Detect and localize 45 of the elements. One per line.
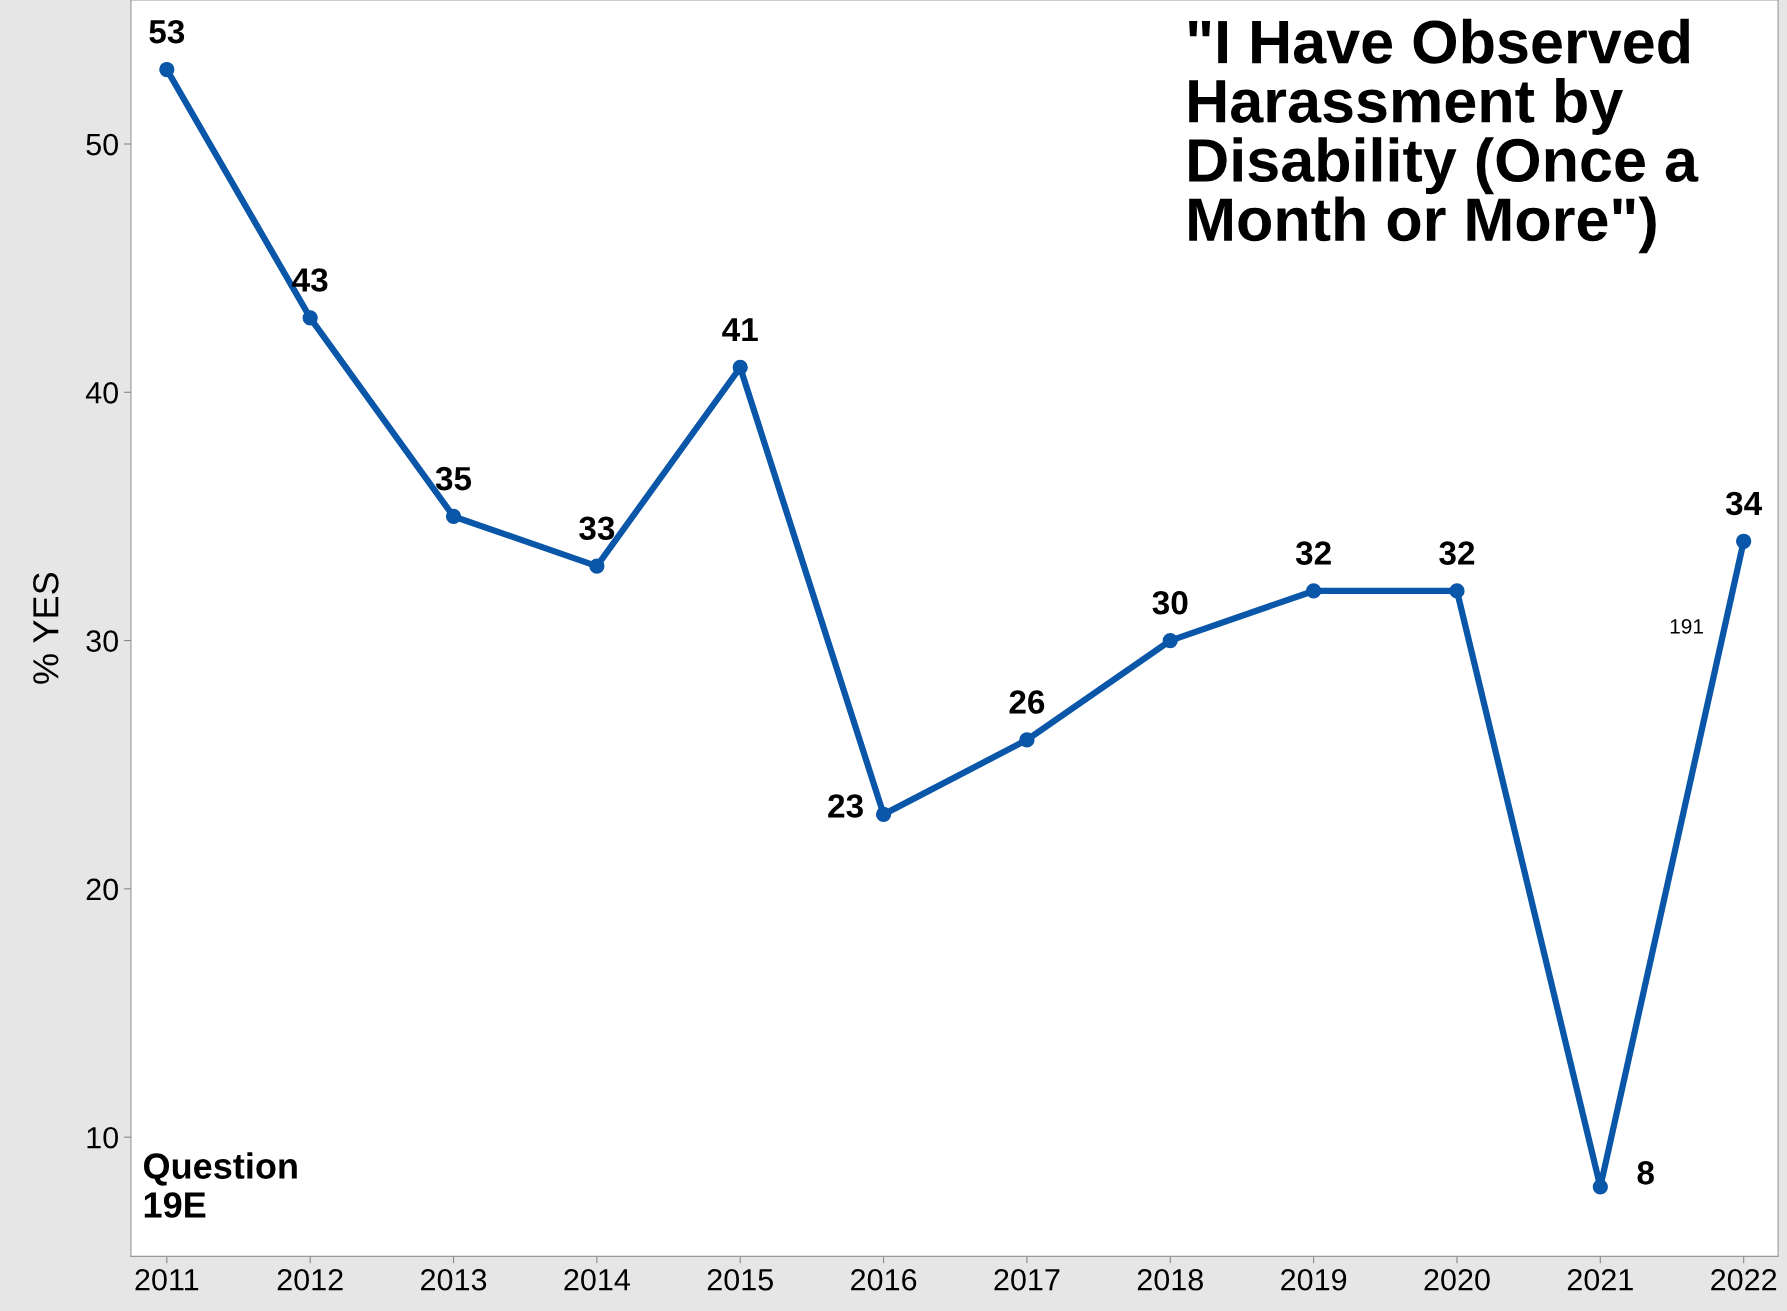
y-tick-label: 50 xyxy=(86,133,118,156)
annotation: Question 19E xyxy=(144,1152,297,1218)
data-label: 23 xyxy=(828,794,863,818)
x-tick-label: 2017 xyxy=(994,1268,1060,1291)
annotation: 191 xyxy=(1670,619,1703,634)
data-label: 35 xyxy=(435,466,472,491)
data-label: 26 xyxy=(1009,690,1045,714)
point xyxy=(732,359,748,376)
point xyxy=(1449,583,1465,599)
data-label: 32 xyxy=(1295,541,1331,565)
x-tick-label: 2021 xyxy=(1567,1268,1633,1291)
x-tick-label: 2014 xyxy=(564,1268,630,1291)
x-tick-label: 2018 xyxy=(1137,1268,1203,1291)
x-tick-label: 2019 xyxy=(1281,1268,1347,1291)
y-tick-label: 20 xyxy=(86,878,118,901)
y-tick-label: 10 xyxy=(87,1126,118,1149)
data-label: 8 xyxy=(1637,1161,1654,1185)
point xyxy=(1305,583,1322,599)
point xyxy=(1592,1179,1608,1195)
x-tick-label: 2013 xyxy=(421,1268,487,1291)
data-label: 32 xyxy=(1439,541,1475,565)
data-label: 33 xyxy=(579,516,615,541)
point xyxy=(1162,632,1178,649)
x-tick-label: 2022 xyxy=(1711,1268,1777,1291)
data-label: 30 xyxy=(1152,590,1188,615)
point xyxy=(875,806,892,823)
point xyxy=(159,61,175,78)
x-tick-label: 2016 xyxy=(851,1268,917,1291)
data-label: 43 xyxy=(292,268,328,292)
x-tick-label: 2012 xyxy=(277,1268,343,1291)
point xyxy=(1736,533,1752,549)
point xyxy=(302,310,318,326)
text: "I Have Observed Harassment by Disability (Once a Month or More") xyxy=(1189,18,1699,254)
x-tick-label: 2011 xyxy=(135,1268,199,1291)
x-tick-label: 2015 xyxy=(707,1268,773,1291)
y-tick-label: 30 xyxy=(86,630,118,652)
y-axis-title: % YES xyxy=(33,572,59,684)
point xyxy=(445,508,462,525)
data-label: 41 xyxy=(722,318,758,342)
x-tick-label: 2020 xyxy=(1424,1268,1490,1291)
point xyxy=(1019,732,1035,748)
point xyxy=(589,558,605,574)
y-tick-label: 40 xyxy=(85,382,118,404)
data-label: 53 xyxy=(149,19,185,44)
data-label: 34 xyxy=(1725,491,1763,516)
